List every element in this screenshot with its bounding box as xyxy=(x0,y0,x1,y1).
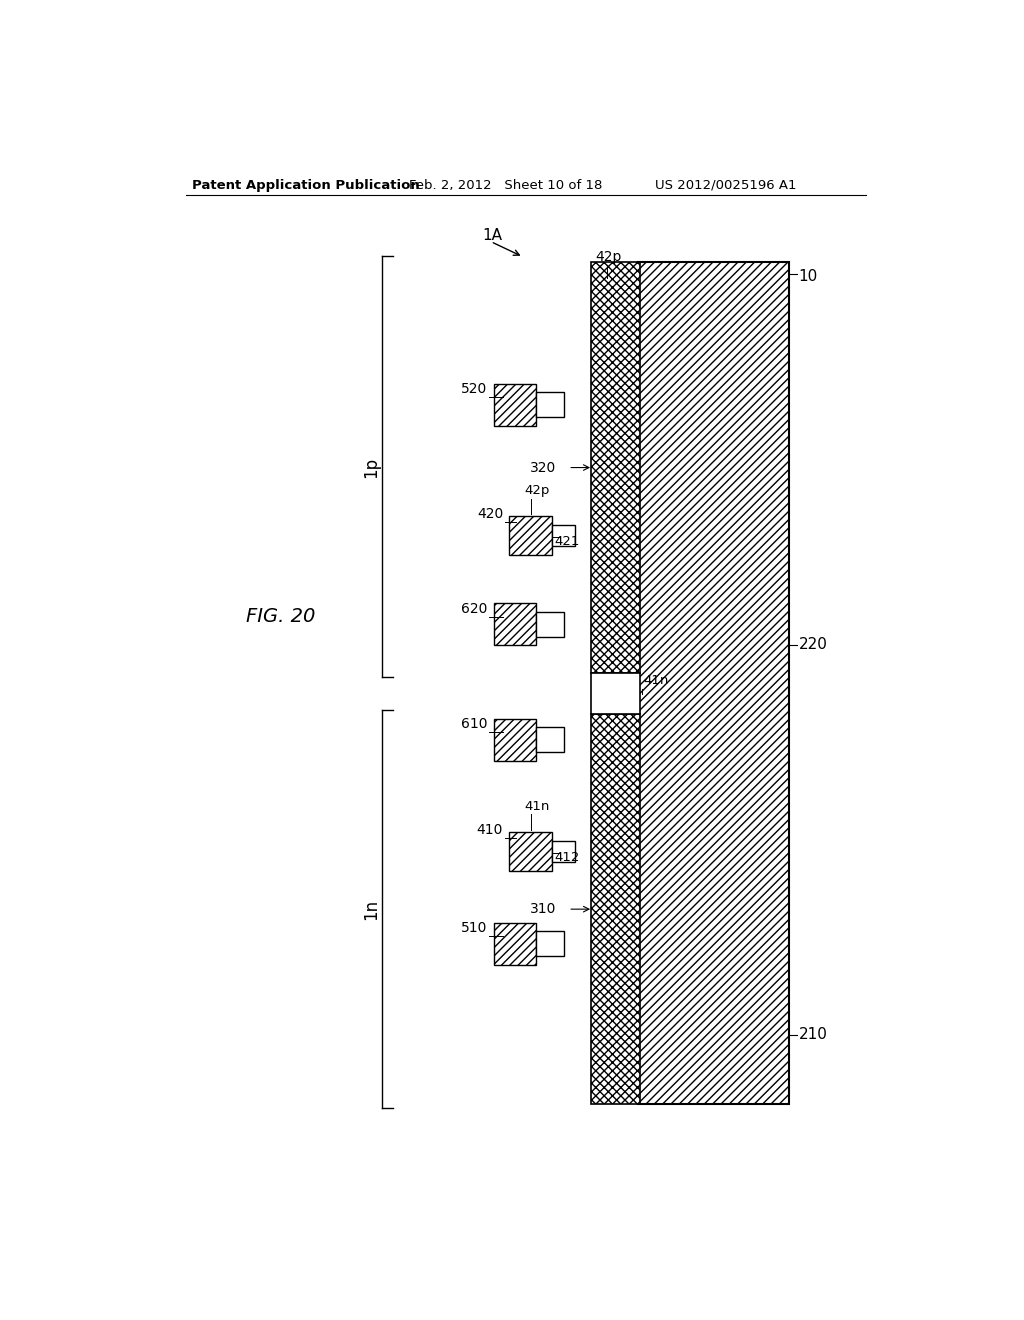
Text: 610: 610 xyxy=(461,717,487,731)
Text: 1p: 1p xyxy=(362,457,380,478)
Text: 210: 210 xyxy=(799,1027,827,1043)
Bar xyxy=(592,263,640,673)
Bar xyxy=(509,832,552,871)
Bar xyxy=(494,603,537,645)
Bar xyxy=(592,673,640,714)
Text: 10: 10 xyxy=(799,268,817,284)
Bar xyxy=(537,392,563,417)
Bar xyxy=(494,923,537,965)
Text: 42p: 42p xyxy=(595,249,622,264)
Bar xyxy=(494,384,537,426)
Text: US 2012/0025196 A1: US 2012/0025196 A1 xyxy=(655,178,797,191)
Bar xyxy=(552,525,575,546)
Text: Feb. 2, 2012   Sheet 10 of 18: Feb. 2, 2012 Sheet 10 of 18 xyxy=(409,178,602,191)
Text: 1A: 1A xyxy=(482,228,502,243)
Text: 510: 510 xyxy=(461,921,487,936)
Text: 220: 220 xyxy=(799,638,827,652)
Bar xyxy=(592,714,640,1104)
Text: 1n: 1n xyxy=(362,899,380,920)
Text: 421: 421 xyxy=(554,536,580,548)
Bar xyxy=(537,727,563,752)
Text: 412: 412 xyxy=(554,851,580,865)
Text: 41n: 41n xyxy=(643,675,669,688)
Text: 42p: 42p xyxy=(524,484,550,498)
Text: 420: 420 xyxy=(477,507,503,521)
Text: 520: 520 xyxy=(462,383,487,396)
Bar xyxy=(552,841,575,862)
Bar xyxy=(638,263,790,1104)
Text: Patent Application Publication: Patent Application Publication xyxy=(191,178,419,191)
Text: FIG. 20: FIG. 20 xyxy=(246,607,315,626)
Text: 320: 320 xyxy=(530,461,557,475)
Text: 410: 410 xyxy=(477,822,503,837)
Bar xyxy=(537,612,563,636)
Bar xyxy=(509,516,552,554)
Text: 41n: 41n xyxy=(524,800,550,813)
Bar xyxy=(537,932,563,956)
Text: 620: 620 xyxy=(461,602,487,616)
Bar xyxy=(494,718,537,760)
Text: 310: 310 xyxy=(530,902,557,916)
